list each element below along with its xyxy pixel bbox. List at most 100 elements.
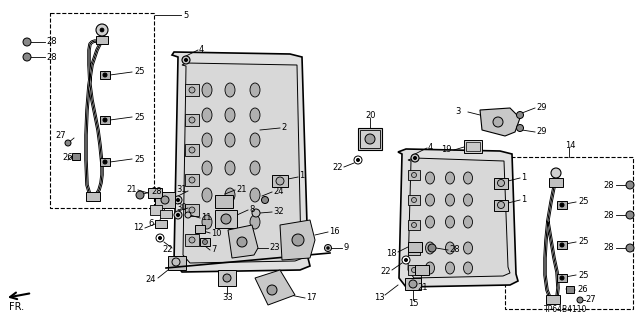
Circle shape (354, 156, 362, 164)
Bar (505, 157, 633, 309)
Ellipse shape (426, 194, 435, 206)
Bar (86, 192, 100, 201)
Bar (72, 153, 80, 160)
Bar (100, 71, 110, 79)
Circle shape (161, 196, 169, 204)
Bar (168, 256, 186, 270)
Ellipse shape (225, 108, 235, 122)
Text: 10: 10 (211, 228, 221, 238)
Circle shape (551, 168, 561, 178)
Text: 25: 25 (134, 68, 145, 77)
Bar (408, 265, 420, 275)
Bar (185, 234, 199, 246)
Circle shape (177, 198, 179, 202)
Text: 29: 29 (536, 102, 547, 112)
Text: 18: 18 (386, 249, 397, 257)
Text: 1: 1 (299, 172, 304, 181)
Text: 20: 20 (365, 110, 376, 120)
Text: 21: 21 (417, 284, 428, 293)
Polygon shape (398, 149, 518, 287)
Circle shape (626, 211, 634, 219)
Text: 32: 32 (273, 207, 284, 217)
Text: 5: 5 (183, 11, 188, 19)
Text: 12: 12 (133, 224, 143, 233)
Bar (185, 114, 199, 126)
Text: 22: 22 (380, 268, 390, 277)
Text: 19: 19 (441, 145, 451, 154)
Circle shape (159, 236, 161, 240)
Bar (494, 200, 508, 211)
Bar (272, 175, 288, 187)
Ellipse shape (445, 262, 454, 274)
Circle shape (96, 24, 108, 36)
Circle shape (223, 274, 231, 282)
Circle shape (23, 38, 31, 46)
Bar (185, 174, 199, 186)
Text: 28: 28 (603, 181, 614, 189)
Bar (494, 178, 508, 189)
Polygon shape (408, 158, 510, 278)
Text: 27: 27 (585, 295, 596, 305)
Polygon shape (228, 225, 258, 258)
Text: 25: 25 (578, 197, 589, 206)
Circle shape (412, 268, 417, 272)
Circle shape (189, 117, 195, 123)
Polygon shape (255, 270, 295, 305)
Text: 1: 1 (521, 173, 526, 182)
Text: 13: 13 (374, 293, 385, 301)
Bar (549, 178, 563, 187)
Ellipse shape (426, 172, 435, 184)
Bar (405, 278, 421, 290)
Ellipse shape (426, 242, 435, 254)
Ellipse shape (202, 215, 212, 229)
Bar (195, 225, 205, 233)
Circle shape (174, 211, 182, 219)
Ellipse shape (463, 216, 472, 228)
Ellipse shape (445, 242, 454, 254)
Bar (100, 116, 110, 124)
Circle shape (412, 173, 417, 177)
Circle shape (177, 213, 179, 217)
Ellipse shape (426, 262, 435, 274)
Ellipse shape (445, 172, 454, 184)
Text: 8: 8 (249, 204, 254, 213)
Ellipse shape (225, 161, 235, 175)
Ellipse shape (225, 215, 235, 229)
Text: 26: 26 (62, 153, 72, 162)
Bar (360, 130, 380, 148)
Circle shape (626, 244, 634, 252)
Bar (155, 192, 175, 208)
Bar (466, 142, 480, 151)
Text: TP64B4110: TP64B4110 (544, 306, 588, 315)
Text: 23: 23 (269, 243, 280, 253)
Circle shape (23, 53, 31, 61)
Circle shape (65, 140, 71, 146)
Bar (408, 242, 422, 252)
Circle shape (411, 154, 419, 162)
Circle shape (103, 160, 107, 164)
Ellipse shape (202, 161, 212, 175)
Ellipse shape (202, 108, 212, 122)
Text: 6: 6 (148, 219, 154, 227)
Circle shape (237, 237, 247, 247)
Bar (50, 13, 154, 208)
Circle shape (136, 191, 144, 199)
Circle shape (516, 124, 524, 131)
Circle shape (185, 212, 191, 218)
Circle shape (252, 209, 260, 217)
Text: 31: 31 (176, 186, 187, 195)
Text: 21: 21 (236, 184, 246, 194)
Polygon shape (480, 108, 520, 136)
Text: 11: 11 (201, 213, 211, 222)
Text: 28: 28 (46, 38, 56, 47)
Circle shape (182, 56, 190, 64)
Bar (408, 220, 420, 230)
Text: 9: 9 (343, 243, 348, 253)
Ellipse shape (202, 133, 212, 147)
Circle shape (276, 177, 284, 185)
Circle shape (412, 222, 417, 227)
Bar (148, 188, 162, 198)
Text: 25: 25 (578, 238, 589, 247)
Bar (415, 265, 429, 275)
Circle shape (202, 240, 207, 244)
